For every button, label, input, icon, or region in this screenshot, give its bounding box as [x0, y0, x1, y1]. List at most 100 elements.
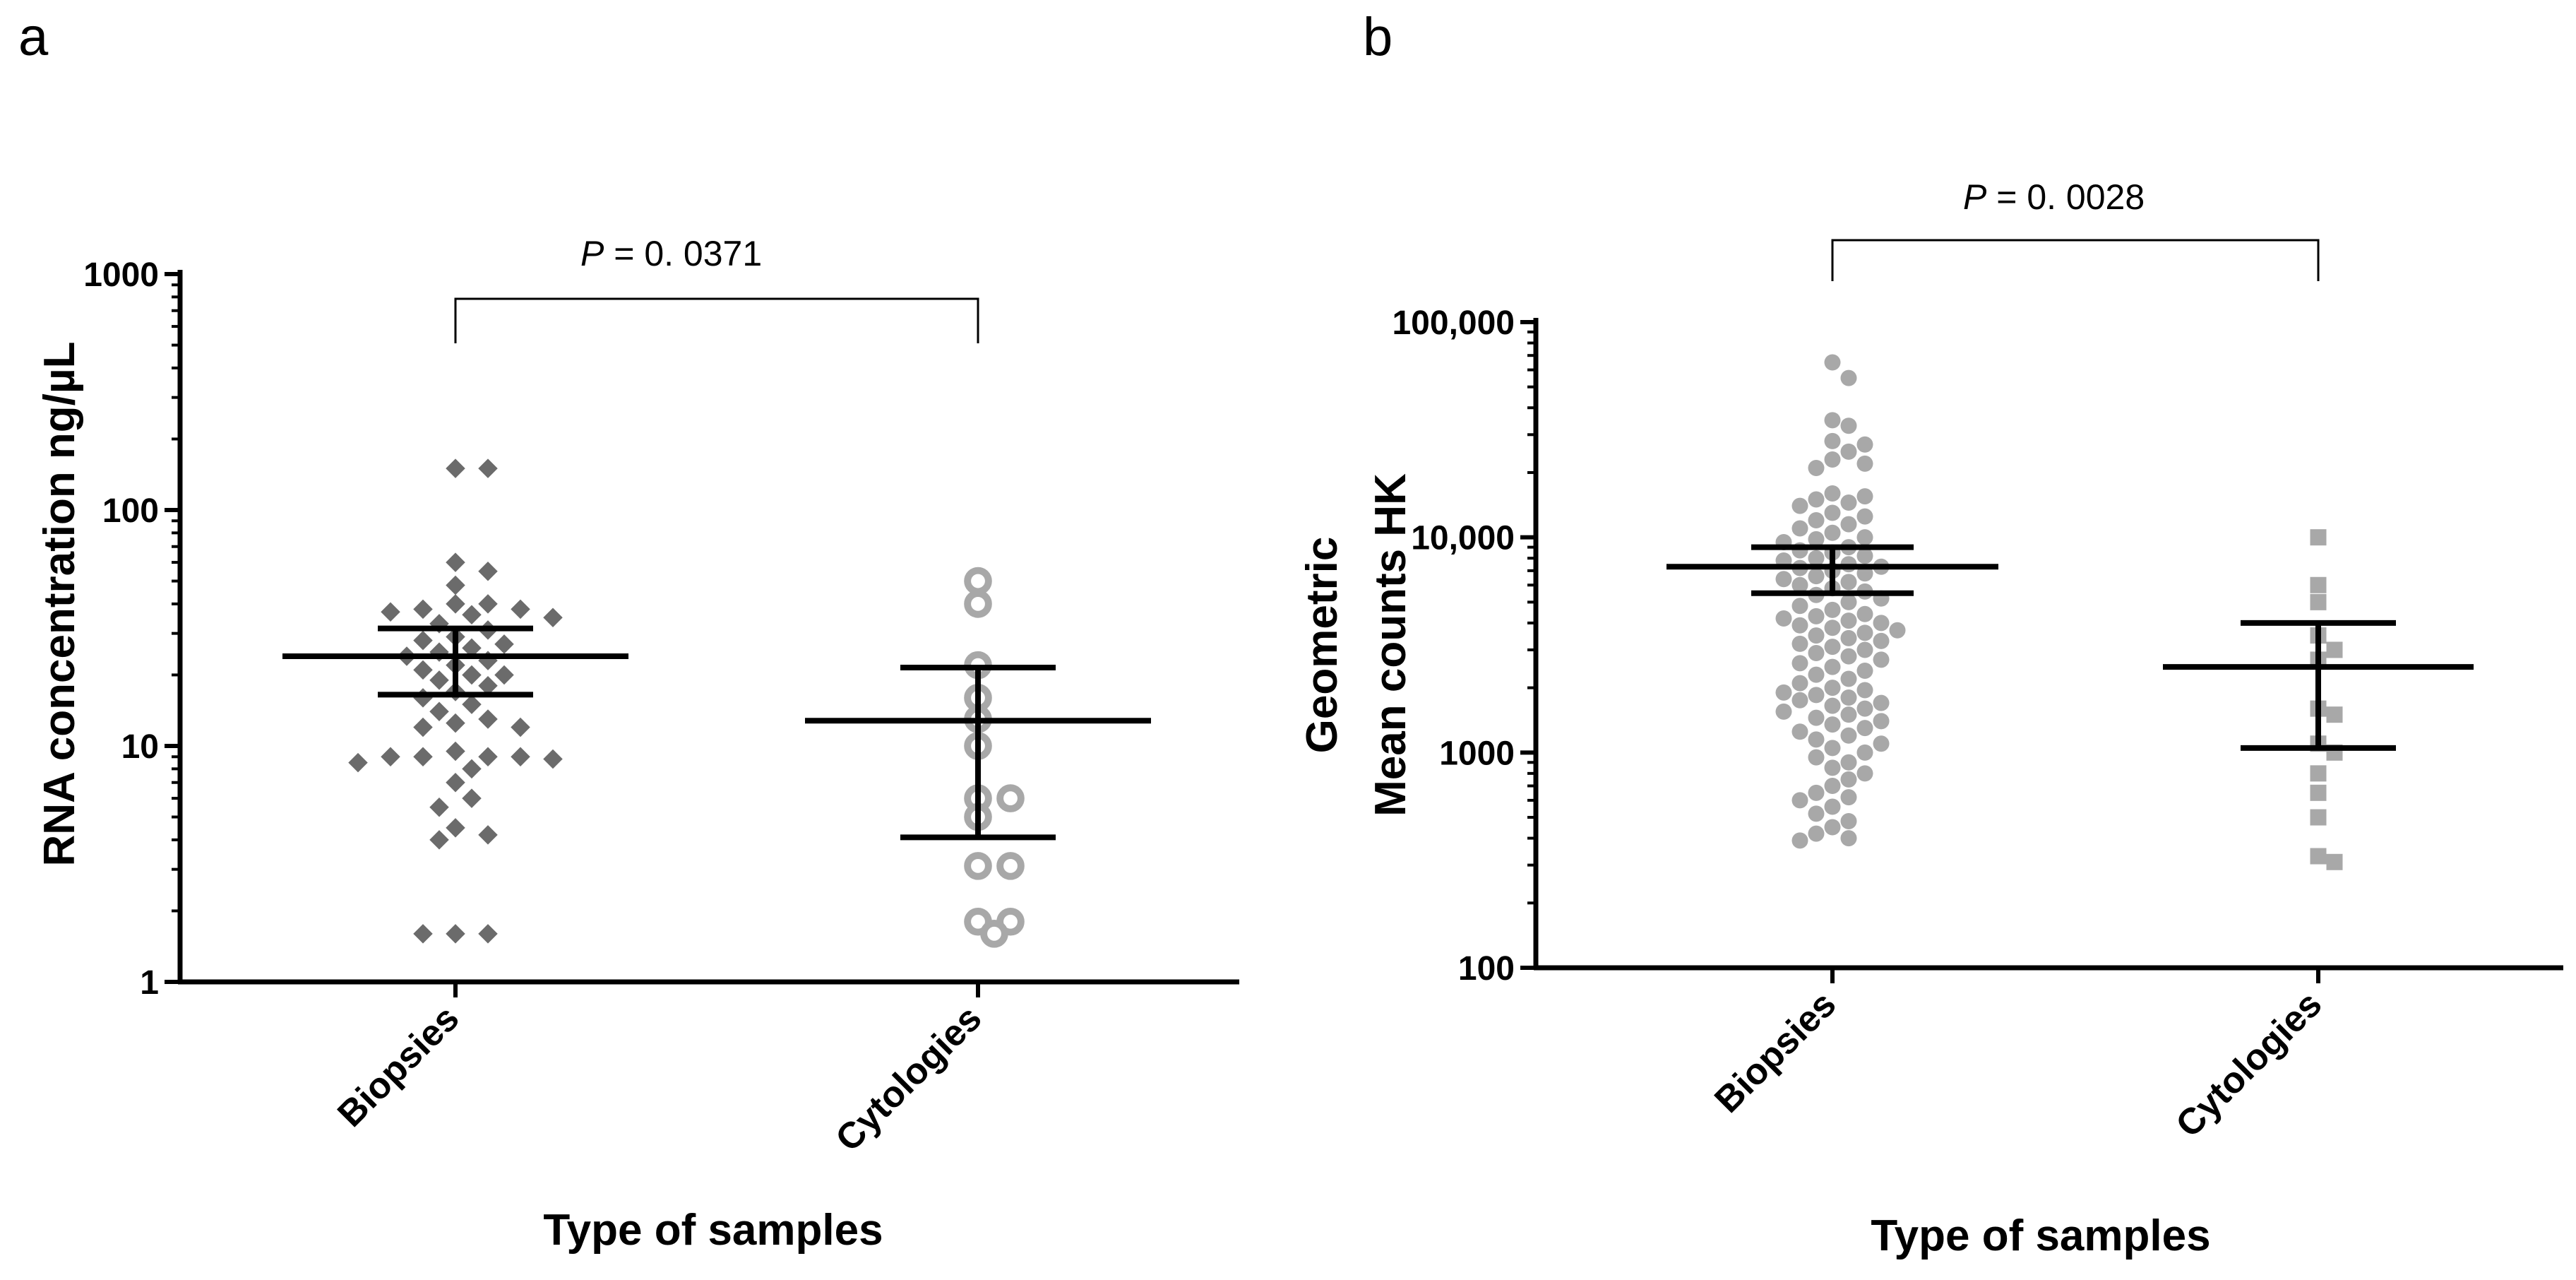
data-point-circle [1824, 740, 1841, 757]
data-point-diamond [462, 605, 482, 624]
data-point-circle [1856, 529, 1873, 546]
panel-b-error-bars [1666, 544, 2474, 751]
data-point-circle [1808, 531, 1825, 547]
data-point-circle [1840, 612, 1857, 629]
data-point-circle [1824, 819, 1841, 836]
data-point-circle [1856, 720, 1873, 737]
data-point-circle [1873, 632, 1890, 649]
data-point-diamond [462, 638, 482, 658]
panel-b-points [1775, 354, 2343, 870]
data-point-circle [1775, 610, 1792, 627]
data-point-diamond [413, 717, 433, 737]
data-point-diamond [429, 670, 449, 690]
panel-b-significance: P = 0. 0028 [1831, 177, 2320, 281]
data-point-circle [1873, 651, 1890, 668]
data-point-circle [1791, 576, 1808, 593]
data-point-circle [1840, 706, 1857, 723]
data-point-diamond [348, 752, 368, 773]
panel-letter-a: a [18, 7, 49, 67]
data-point-diamond [413, 747, 433, 767]
data-point-circle [1775, 684, 1792, 701]
data-point-circle [1791, 617, 1808, 634]
data-point-circle [1840, 670, 1857, 687]
data-point-circle [1824, 658, 1841, 675]
data-point-circle [1791, 692, 1808, 709]
data-point-diamond [413, 599, 433, 620]
data-point-diamond [446, 741, 465, 762]
y-axis-title-line-1: Geometric [1298, 537, 1347, 754]
data-point-circle [1840, 417, 1857, 434]
data-point-circle [1791, 675, 1808, 692]
data-point-circle [1775, 571, 1792, 588]
data-point-diamond [494, 634, 514, 654]
data-point-diamond [413, 660, 433, 680]
p-value-text: = 0. 0028 [1986, 177, 2145, 217]
y-tick-label: 10 [121, 728, 159, 766]
y-tick-label: 1 [140, 964, 159, 1002]
x-tick-label-biopsies: Biopsies [330, 997, 467, 1134]
p-value-text: = 0. 0371 [604, 234, 762, 273]
panel-b-y-axis-title: Geometric [1298, 537, 1347, 754]
data-point-circle [1840, 727, 1857, 744]
panel-a-p-value: P = 0. 0371 [580, 234, 762, 273]
data-point-circle [1808, 709, 1825, 726]
data-point-circle [1791, 655, 1808, 672]
data-point-circle [1856, 641, 1873, 658]
data-point-square [2310, 809, 2327, 826]
data-point-diamond [478, 675, 498, 696]
data-point-circle [1791, 497, 1808, 514]
panel-a-error-bars [282, 625, 1151, 841]
data-point-diamond [462, 788, 482, 808]
data-point-square [2310, 784, 2327, 801]
x-tick-label-cytologies: Cytologies [2169, 983, 2330, 1145]
panel-b-y-axis-title-line-2: Mean counts HK [1366, 473, 1415, 817]
data-point-diamond [446, 552, 465, 572]
data-point-diamond [446, 713, 465, 733]
data-point-square [2310, 848, 2327, 865]
data-point-circle [1808, 608, 1825, 624]
data-point-diamond [543, 608, 563, 628]
data-point-circle [1808, 687, 1825, 704]
panel-b-axes: 100 1000 10,000 100,000 Biopsies Cytologies [1392, 304, 2563, 1145]
data-point-circle [1856, 436, 1873, 453]
panel-a-chart: a 1 10 100 1000 Biopsies Cytologies P = 0. 03… [18, 7, 1239, 1255]
data-point-diamond [381, 602, 400, 622]
data-point-circle [1808, 666, 1825, 683]
data-point-circle [1873, 615, 1890, 632]
data-point-diamond [446, 772, 465, 793]
data-point-circle [1856, 662, 1873, 679]
data-point-circle [1808, 459, 1825, 476]
panel-b-p-value: P = 0. 0028 [1963, 177, 2145, 217]
data-point-circle [1856, 455, 1873, 472]
data-point-diamond [429, 797, 449, 817]
data-point-circle [1791, 520, 1808, 537]
data-point-diamond [462, 694, 482, 714]
data-point-diamond [446, 818, 465, 838]
x-tick-label-biopsies: Biopsies [1707, 983, 1844, 1120]
panel-a-axes: 1 10 100 1000 Biopsies Cytologies [83, 256, 1239, 1159]
data-point-square [2326, 706, 2343, 723]
data-point-diamond [494, 665, 514, 685]
data-point-circle [1824, 432, 1841, 449]
data-point-circle [1791, 598, 1808, 615]
data-point-circle [1808, 784, 1825, 801]
data-point-circle [1840, 689, 1857, 706]
data-point-circle [1873, 713, 1890, 730]
data-point-circle [1840, 593, 1857, 610]
data-point-circle [1856, 700, 1873, 717]
data-point-diamond [381, 747, 400, 767]
data-point-circle [1873, 735, 1890, 752]
data-point-diamond [478, 709, 498, 729]
data-point-diamond [446, 575, 465, 595]
data-point-diamond [543, 749, 563, 769]
y-tick-label: 1000 [1439, 735, 1515, 772]
data-point-square [2310, 593, 2327, 610]
y-axis-title-line-2: Mean counts HK [1366, 473, 1415, 817]
data-point-circle [1824, 680, 1841, 697]
significance-bracket [1831, 239, 2320, 281]
data-point-circle [1840, 789, 1857, 806]
data-point-diamond [462, 759, 482, 779]
data-point-diamond [429, 701, 449, 721]
data-point-circle [1808, 805, 1825, 822]
p-symbol: P [1963, 177, 1987, 217]
